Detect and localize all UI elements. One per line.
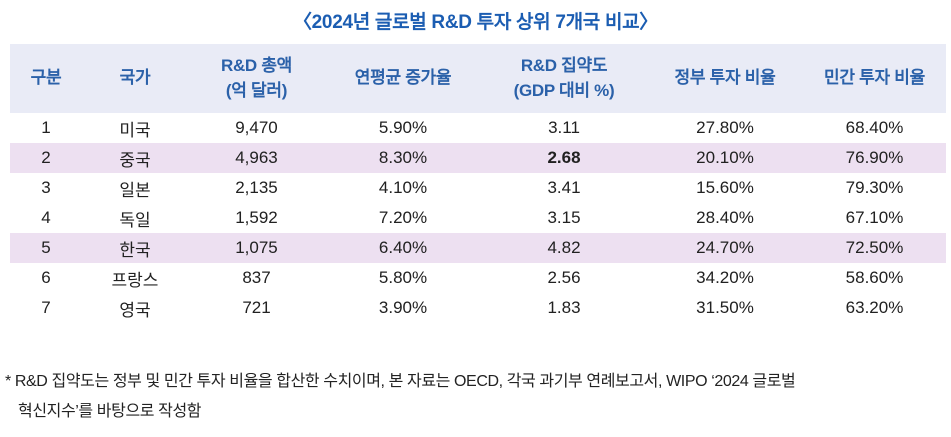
country-cell: 미국 [119, 120, 151, 140]
private-share-cell: 72.50% [803, 233, 946, 263]
rank-cell: 5 [10, 233, 82, 263]
column-header-rank: 구분 [10, 44, 82, 113]
total-cell: 9,470 [235, 118, 278, 137]
column-header-label: 정부 투자 비율 [674, 68, 776, 88]
country-cell: 중국 [82, 143, 188, 173]
private-share-cell: 68.40% [845, 118, 904, 137]
rank-cell: 6 [41, 268, 51, 287]
gov-share-cell: 20.10% [647, 143, 803, 173]
private-share-cell: 79.30% [845, 178, 904, 197]
table-row: 4 독일 1,592 7.20% 3.15 28.40% 67.10% [10, 203, 946, 233]
footnote: * R&D 집약도는 정부 및 민간 투자 비율을 합산한 수치이며, 본 자료… [5, 367, 945, 426]
total-cell: 837 [242, 268, 271, 287]
total-cell: 1,075 [188, 233, 325, 263]
gov-share-cell: 31.50% [696, 298, 754, 317]
column-header-intensity: R&D 집약도 (GDP 대비 %) [481, 44, 647, 113]
growth-cell: 7.20% [378, 208, 428, 227]
column-header-country: 국가 [82, 44, 188, 113]
page: 〈2024년 글로벌 R&D 투자 상위 7개국 비교〉 구분 국가 R&D 총… [0, 7, 951, 437]
table-row: 2 중국 4,963 8.30% 2.68 20.10% 76.90% [10, 143, 946, 173]
column-header-label: R&D 집약도 [520, 55, 608, 75]
private-share-cell: 63.20% [845, 298, 904, 317]
private-share-cell: 58.60% [845, 268, 904, 287]
private-share-cell: 67.10% [845, 208, 904, 227]
column-header-label: 구분 [30, 68, 62, 88]
rank-cell: 4 [41, 208, 51, 227]
country-cell: 일본 [119, 180, 151, 200]
table-row: 6 프랑스 837 5.80% 2.56 34.20% 58.60% [10, 263, 946, 293]
table-row: 3 일본 2,135 4.10% 3.41 15.60% 79.30% [10, 173, 946, 203]
gov-share-cell: 24.70% [647, 233, 803, 263]
column-header-label: 민간 투자 비율 [824, 68, 925, 88]
footnote-line-1: * R&D 집약도는 정부 및 민간 투자 비율을 합산한 수치이며, 본 자료… [5, 373, 796, 390]
rank-cell: 1 [41, 118, 51, 137]
rnd-comparison-table: 구분 국가 R&D 총액 (억 달러) 연평균 증가율 R&D 집약도 (GDP… [10, 44, 946, 323]
table-row: 1 미국 9,470 5.90% 3.11 27.80% 68.40% [10, 113, 946, 143]
intensity-cell: 2.68 [481, 143, 647, 173]
intensity-cell: 3.11 [548, 118, 580, 137]
rank-cell: 7 [41, 298, 51, 317]
column-header-total: R&D 총액 (억 달러) [188, 44, 325, 113]
page-title: 〈2024년 글로벌 R&D 투자 상위 7개국 비교〉 [292, 12, 659, 33]
column-header-sublabel: (억 달러) [225, 80, 288, 100]
country-cell: 영국 [119, 300, 151, 320]
country-cell: 한국 [82, 233, 188, 263]
country-cell: 프랑스 [111, 270, 159, 290]
growth-cell: 3.90% [378, 298, 428, 317]
column-header-label: 연평균 증가율 [354, 68, 452, 88]
rank-cell: 2 [10, 143, 82, 173]
gov-share-cell: 15.60% [696, 178, 754, 197]
total-cell: 1,592 [235, 208, 278, 227]
gov-share-cell: 27.80% [696, 118, 754, 137]
gov-share-cell: 28.40% [696, 208, 754, 227]
table-row: 7 영국 721 3.90% 1.83 31.50% 63.20% [10, 293, 946, 323]
header-row: 구분 국가 R&D 총액 (억 달러) 연평균 증가율 R&D 집약도 (GDP… [10, 44, 946, 113]
intensity-cell: 4.82 [481, 233, 647, 263]
country-cell: 독일 [119, 210, 151, 230]
total-cell: 721 [242, 298, 271, 317]
table-body: 1 미국 9,470 5.90% 3.11 27.80% 68.40% 2 중국 4,963 8.3… [10, 113, 946, 323]
intensity-cell: 1.83 [547, 298, 581, 317]
growth-cell: 6.40% [325, 233, 481, 263]
table-row: 5 한국 1,075 6.40% 4.82 24.70% 72.50% [10, 233, 946, 263]
growth-cell: 4.10% [378, 178, 428, 197]
column-header-gov-share: 정부 투자 비율 [647, 44, 803, 113]
table-header: 구분 국가 R&D 총액 (억 달러) 연평균 증가율 R&D 집약도 (GDP… [10, 44, 946, 113]
growth-cell: 8.30% [325, 143, 481, 173]
column-header-label: 국가 [119, 68, 151, 88]
growth-cell: 5.80% [378, 268, 428, 287]
footnote-line-2: 혁신지수’를 바탕으로 작성함 [18, 402, 202, 420]
column-header-private-share: 민간 투자 비율 [803, 44, 946, 113]
intensity-cell: 3.41 [547, 178, 581, 197]
column-header-sublabel: (GDP 대비 %) [513, 80, 615, 100]
total-cell: 2,135 [235, 178, 278, 197]
intensity-cell: 2.56 [547, 268, 581, 287]
column-header-label: R&D 총액 [220, 55, 293, 75]
intensity-cell: 3.15 [547, 208, 581, 227]
private-share-cell: 76.90% [803, 143, 946, 173]
growth-cell: 5.90% [378, 118, 428, 137]
column-header-growth: 연평균 증가율 [325, 44, 481, 113]
gov-share-cell: 34.20% [696, 268, 754, 287]
total-cell: 4,963 [188, 143, 325, 173]
rank-cell: 3 [41, 178, 51, 197]
